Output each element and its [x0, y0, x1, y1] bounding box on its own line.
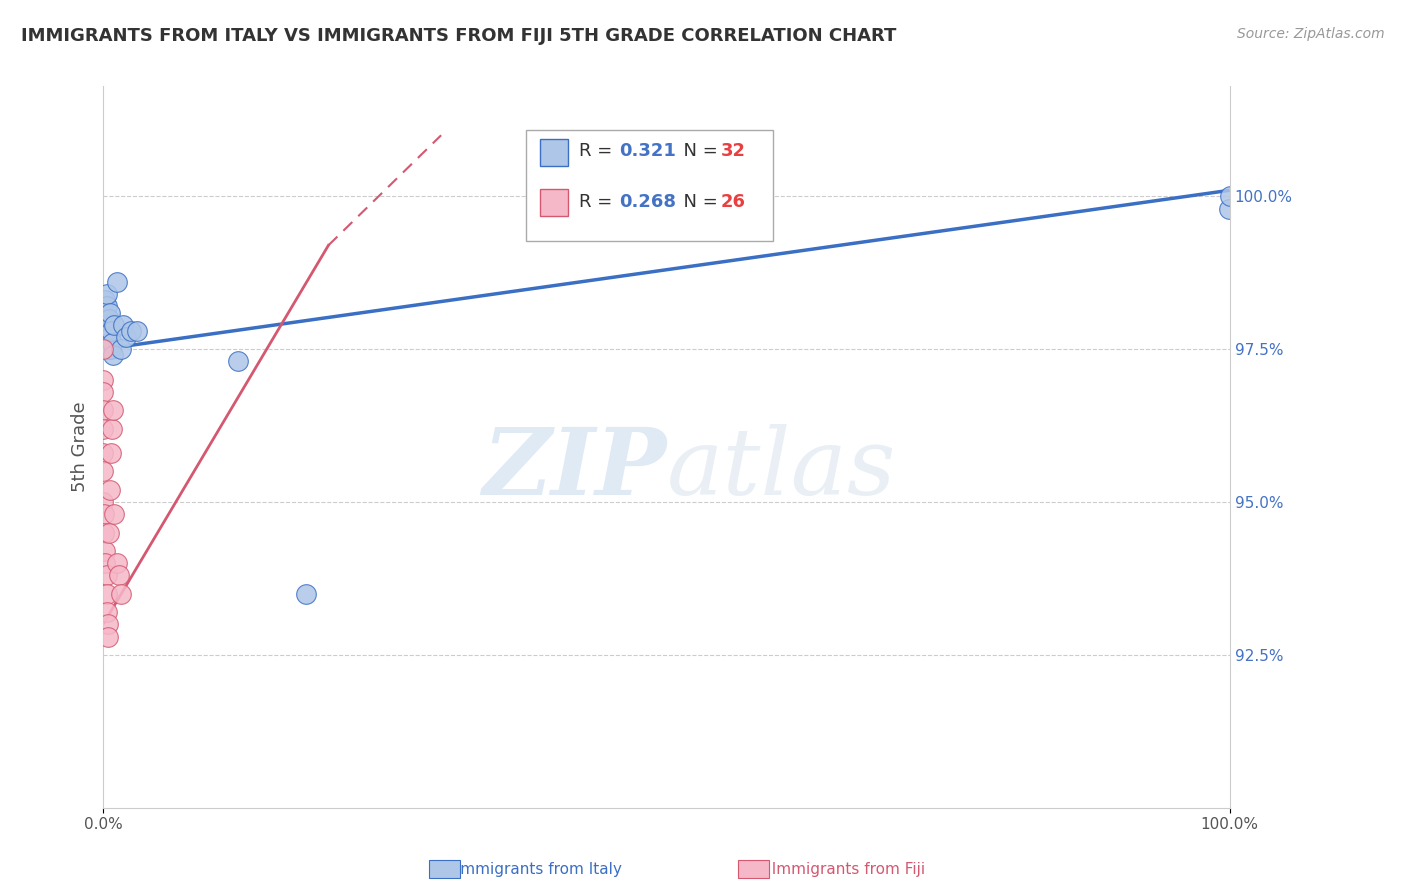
- Point: [103, 348, 125, 362]
- Point: [96, 287, 118, 301]
- Text: R =: R =: [578, 193, 617, 211]
- Point: [91, 305, 114, 319]
- Point: [97, 324, 120, 338]
- Point: [96, 300, 118, 314]
- Point: [228, 354, 250, 368]
- Point: [96, 605, 118, 619]
- Point: [105, 275, 128, 289]
- Point: [97, 342, 120, 356]
- Point: [125, 324, 148, 338]
- Point: [91, 342, 114, 356]
- Point: [97, 525, 120, 540]
- Point: [101, 336, 124, 351]
- Point: [91, 446, 114, 460]
- Point: [98, 483, 121, 497]
- Text: IMMIGRANTS FROM ITALY VS IMMIGRANTS FROM FIJI 5TH GRADE CORRELATION CHART: IMMIGRANTS FROM ITALY VS IMMIGRANTS FROM…: [21, 27, 897, 45]
- Point: [103, 403, 125, 417]
- Point: [91, 373, 114, 387]
- Point: [103, 318, 125, 332]
- Point: [100, 342, 122, 356]
- Point: [108, 568, 131, 582]
- Text: 0.321: 0.321: [619, 143, 676, 161]
- Point: [96, 311, 118, 326]
- FancyBboxPatch shape: [540, 138, 568, 166]
- Point: [112, 318, 135, 332]
- Point: [91, 300, 114, 314]
- Text: N =: N =: [672, 193, 724, 211]
- Point: [114, 330, 136, 344]
- Point: [105, 556, 128, 570]
- Point: [91, 465, 114, 479]
- Point: [101, 422, 124, 436]
- Point: [1219, 189, 1241, 203]
- Text: 0.268: 0.268: [619, 193, 676, 211]
- Point: [1218, 202, 1240, 216]
- Point: [103, 508, 125, 522]
- Point: [97, 336, 120, 351]
- Y-axis label: 5th Grade: 5th Grade: [72, 401, 89, 492]
- Point: [96, 587, 118, 601]
- Point: [91, 403, 114, 417]
- Point: [97, 318, 120, 332]
- Text: Immigrants from Fiji: Immigrants from Fiji: [762, 863, 925, 877]
- Text: atlas: atlas: [666, 424, 896, 514]
- Point: [96, 568, 118, 582]
- FancyBboxPatch shape: [526, 129, 773, 242]
- Text: R =: R =: [578, 143, 617, 161]
- Point: [93, 508, 115, 522]
- Point: [96, 324, 118, 338]
- Point: [91, 422, 114, 436]
- Text: 32: 32: [720, 143, 745, 161]
- Point: [98, 305, 121, 319]
- Point: [110, 342, 132, 356]
- Point: [94, 311, 117, 326]
- Text: ZIP: ZIP: [482, 424, 666, 514]
- Text: N =: N =: [672, 143, 724, 161]
- Point: [100, 446, 122, 460]
- Point: [98, 330, 121, 344]
- Point: [91, 495, 114, 509]
- Point: [97, 311, 120, 326]
- Point: [91, 330, 114, 344]
- Point: [93, 525, 115, 540]
- Point: [295, 587, 318, 601]
- Point: [91, 318, 114, 332]
- Point: [91, 384, 114, 399]
- Point: [94, 293, 117, 308]
- Text: 26: 26: [720, 193, 745, 211]
- Point: [110, 587, 132, 601]
- Point: [97, 630, 120, 644]
- Point: [120, 324, 142, 338]
- Point: [100, 324, 122, 338]
- Point: [97, 617, 120, 632]
- Point: [94, 556, 117, 570]
- Point: [94, 544, 117, 558]
- Text: Immigrants from Italy: Immigrants from Italy: [446, 863, 623, 877]
- FancyBboxPatch shape: [540, 189, 568, 216]
- Text: Source: ZipAtlas.com: Source: ZipAtlas.com: [1237, 27, 1385, 41]
